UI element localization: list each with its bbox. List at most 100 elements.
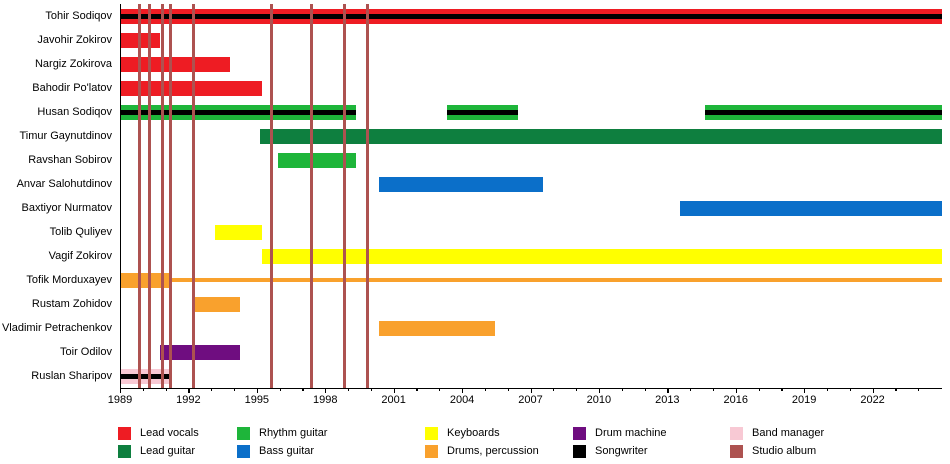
songwriter-stripe xyxy=(121,373,169,379)
member-label: Nargiz Zokirova xyxy=(34,58,112,70)
x-tick-label: 2022 xyxy=(860,394,885,406)
x-minor-tick xyxy=(211,388,213,391)
x-tick-label: 2019 xyxy=(791,394,817,406)
x-tick-label: 2013 xyxy=(655,394,680,406)
legend-label: Band manager xyxy=(752,427,825,439)
x-minor-tick xyxy=(439,388,441,391)
x-minor-tick xyxy=(826,388,829,391)
member-label: Vagif Zokirov xyxy=(48,250,112,262)
studio-album-line xyxy=(365,4,369,388)
x-major-tick xyxy=(804,388,806,393)
bar-drums-percussion xyxy=(191,296,240,312)
member-label: Ruslan Sharipov xyxy=(31,370,112,382)
studio-album-line xyxy=(148,4,151,388)
member-label: Tofik Morduxayev xyxy=(26,274,112,286)
x-tick-label: 1995 xyxy=(244,394,270,406)
x-tick-label: 2001 xyxy=(381,394,406,406)
legend-label: Songwriter xyxy=(595,445,648,457)
x-minor-tick xyxy=(302,388,304,391)
member-label: Husan Sodiqov xyxy=(37,106,112,118)
x-minor-tick xyxy=(621,388,623,391)
legend-label: Bass guitar xyxy=(259,445,315,457)
bar-rhythm-guitar xyxy=(278,152,356,168)
member-label: Tolib Quliyev xyxy=(49,226,112,238)
studio-album-line xyxy=(168,4,172,388)
studio-album-line xyxy=(270,4,274,388)
legend-swatch-drum-machine xyxy=(573,427,586,440)
x-minor-tick xyxy=(712,388,715,391)
x-major-tick xyxy=(530,388,532,393)
x-major-tick xyxy=(667,388,669,393)
x-major-tick xyxy=(393,388,395,393)
x-minor-tick xyxy=(644,388,646,391)
studio-album-line xyxy=(309,4,313,388)
x-major-tick xyxy=(872,388,874,393)
x-minor-tick xyxy=(849,388,851,391)
legend-swatch-lead-guitar xyxy=(118,445,131,458)
member-label: Bahodir Po'latov xyxy=(32,82,112,94)
legend-swatch-rhythm-guitar xyxy=(237,427,250,440)
legend-label: Studio album xyxy=(752,445,817,457)
songwriter-stripe xyxy=(447,109,518,115)
x-major-tick xyxy=(188,388,190,393)
legend-label: Drum machine xyxy=(595,427,667,439)
legend-swatch-drums-percussion xyxy=(425,445,438,458)
songwriter-stripe xyxy=(121,13,942,19)
studio-album-line xyxy=(342,4,346,388)
member-label: Anvar Salohutdinov xyxy=(16,178,112,190)
x-minor-tick xyxy=(348,388,350,391)
bar-keyboards xyxy=(262,248,942,264)
x-minor-tick xyxy=(370,388,373,391)
legend-swatch-songwriter xyxy=(573,445,586,458)
bar-keyboards xyxy=(214,224,263,240)
bar-lead-vocals xyxy=(121,80,263,96)
x-major-tick xyxy=(598,388,601,393)
x-minor-tick xyxy=(895,388,897,391)
x-tick-label: 2004 xyxy=(449,394,475,406)
x-minor-tick xyxy=(690,388,692,391)
member-label: Baxtiyor Nurmatov xyxy=(21,202,112,214)
x-tick-label: 2007 xyxy=(518,394,543,406)
songwriter-stripe xyxy=(704,109,942,115)
legend-label: Keyboards xyxy=(447,427,500,439)
studio-album-line xyxy=(137,4,141,388)
bar-bass-guitar xyxy=(378,176,543,192)
x-minor-tick xyxy=(553,388,555,391)
member-label: Ravshan Sobirov xyxy=(28,154,112,166)
studio-album-line xyxy=(192,4,196,388)
legend-label: Lead vocals xyxy=(140,427,199,439)
member-label: Vladimir Petrachenkov xyxy=(1,322,112,334)
x-minor-tick xyxy=(165,388,167,391)
bar-drum-machine xyxy=(159,344,240,360)
x-minor-tick xyxy=(279,388,281,391)
member-label: Rustam Zohidov xyxy=(31,298,112,310)
x-minor-tick xyxy=(758,388,760,391)
x-tick-label: 1992 xyxy=(176,394,201,406)
x-tick-label: 2010 xyxy=(586,394,612,406)
legend-swatch-studio-album xyxy=(730,445,743,458)
x-major-tick xyxy=(462,388,464,393)
bar-drums-percussion xyxy=(378,320,495,336)
x-minor-tick xyxy=(416,388,418,391)
member-label: Javohir Zokirov xyxy=(37,34,112,46)
x-minor-tick xyxy=(507,388,509,391)
x-minor-tick xyxy=(576,388,578,391)
x-minor-tick xyxy=(484,388,487,391)
bar-drums-percussion xyxy=(168,278,942,282)
bar-lead-guitar xyxy=(260,128,942,144)
plot-area xyxy=(120,4,942,389)
legend-label: Drums, percussion xyxy=(447,445,539,457)
member-label: Timur Gaynutdinov xyxy=(19,130,112,142)
x-tick-label: 2016 xyxy=(723,394,748,406)
member-label: Toir Odilov xyxy=(60,346,112,358)
x-minor-tick xyxy=(234,388,236,391)
legend-swatch-lead-vocals xyxy=(118,427,131,440)
x-minor-tick xyxy=(142,388,144,391)
bar-bass-guitar xyxy=(679,200,942,216)
legend: Lead vocals Lead guitar Rhythm guitar Bass … xyxy=(0,420,950,464)
x-major-tick xyxy=(325,388,327,393)
x-minor-tick xyxy=(781,388,783,391)
member-labels-axis: Tohir Sodiqov Javohir Zokirov Nargiz Zokir… xyxy=(0,0,112,400)
legend-label: Rhythm guitar xyxy=(259,427,328,439)
